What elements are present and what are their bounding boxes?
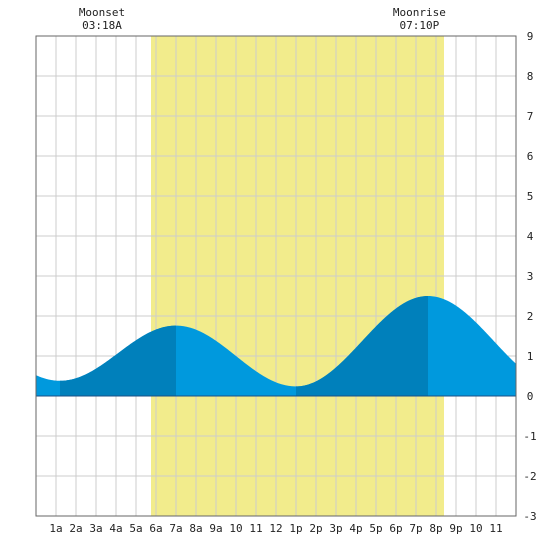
x-tick-label: 3a <box>89 522 102 535</box>
x-tick-label: 11 <box>249 522 262 535</box>
moon-event-label: Moonset <box>79 6 125 19</box>
x-tick-label: 9p <box>449 522 462 535</box>
x-tick-label: 4p <box>349 522 362 535</box>
y-tick-label: -3 <box>523 510 536 523</box>
x-tick-label: 8p <box>429 522 442 535</box>
y-tick-label: 3 <box>527 270 534 283</box>
moon-event-time: 03:18A <box>82 19 122 32</box>
x-tick-label: 11 <box>489 522 502 535</box>
x-tick-label: 10 <box>469 522 482 535</box>
x-tick-label: 8a <box>189 522 202 535</box>
x-tick-label: 4a <box>109 522 122 535</box>
y-tick-label: 8 <box>527 70 534 83</box>
y-tick-label: 6 <box>527 150 534 163</box>
tide-area-rising <box>296 296 428 396</box>
x-tick-label: 1p <box>289 522 302 535</box>
x-tick-label: 7p <box>409 522 422 535</box>
x-tick-label: 3p <box>329 522 342 535</box>
y-tick-label: -1 <box>523 430 536 443</box>
x-tick-label: 6p <box>389 522 402 535</box>
x-tick-label: 6a <box>149 522 162 535</box>
y-tick-label: 2 <box>527 310 534 323</box>
x-tick-label: 2p <box>309 522 322 535</box>
moon-event-time: 07:10P <box>400 19 440 32</box>
y-tick-label: 5 <box>527 190 534 203</box>
y-tick-label: -2 <box>523 470 536 483</box>
y-tick-label: 4 <box>527 230 534 243</box>
tide-area-rising <box>60 325 176 396</box>
x-tick-label: 10 <box>229 522 242 535</box>
x-tick-label: 1a <box>49 522 62 535</box>
plot-border <box>35 35 517 517</box>
x-tick-label: 12 <box>269 522 282 535</box>
x-tick-label: 5a <box>129 522 142 535</box>
y-tick-label: 0 <box>527 390 534 403</box>
y-tick-label: 9 <box>527 30 534 43</box>
x-tick-label: 9a <box>209 522 222 535</box>
moon-event-label: Moonrise <box>393 6 446 19</box>
y-tick-label: 7 <box>527 110 534 123</box>
plot-area: 1a 2a 3a 4a 5a 6a 7a 8a 9a 10 11 12 1p 2p 3p 4p 5p 6p 7p 8p… <box>35 6 537 535</box>
y-tick-label: 1 <box>527 350 534 363</box>
x-tick-label: 2a <box>69 522 82 535</box>
x-tick-label: 5p <box>369 522 382 535</box>
x-tick-label: 7a <box>169 522 182 535</box>
